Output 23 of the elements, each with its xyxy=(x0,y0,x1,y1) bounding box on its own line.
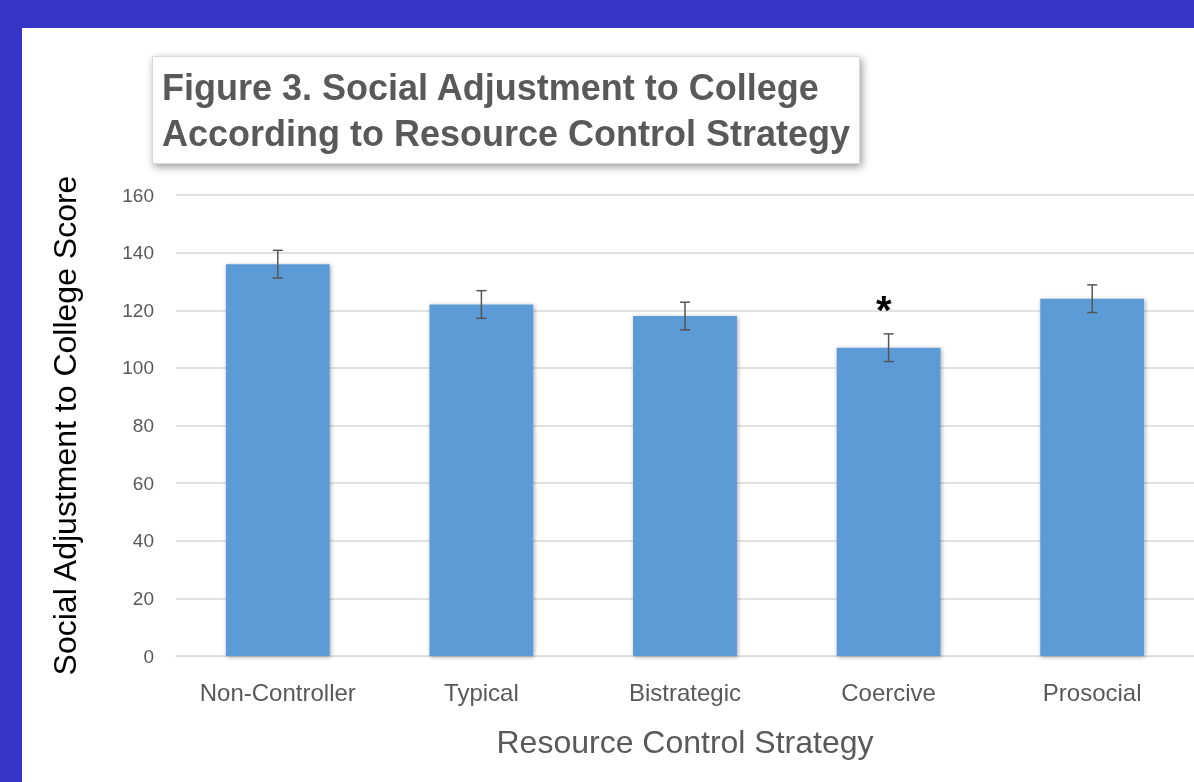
bar xyxy=(836,347,941,656)
x-axis-title: Resource Control Strategy xyxy=(496,724,874,760)
x-tick-label: Non-Controller xyxy=(199,678,356,706)
bar xyxy=(1040,298,1145,656)
y-tick-label: 20 xyxy=(132,587,154,609)
x-tick-label: Prosocial xyxy=(1042,678,1142,706)
y-tick-label: 140 xyxy=(122,242,154,264)
y-tick-label: 0 xyxy=(143,645,154,667)
y-axis-title: Social Adjustment to College Score xyxy=(47,175,83,676)
y-tick-label: 60 xyxy=(132,472,154,494)
y-tick-label: 160 xyxy=(122,184,154,206)
y-tick-label: 40 xyxy=(132,530,154,552)
bar xyxy=(633,316,737,656)
y-tick-label: 120 xyxy=(122,299,154,321)
y-tick-label: 80 xyxy=(132,415,154,436)
bar xyxy=(225,264,330,656)
x-tick-label: Typical xyxy=(444,678,519,706)
bar xyxy=(429,304,534,656)
y-tick-label: 100 xyxy=(122,357,154,379)
x-tick-label: Coercive xyxy=(841,678,936,706)
x-tick-label: Bistrategic xyxy=(628,678,742,706)
annotation: * xyxy=(876,288,892,332)
chart-title: Figure 3. Social Adjustment to College According to Resource Control Strategy xyxy=(162,66,851,154)
